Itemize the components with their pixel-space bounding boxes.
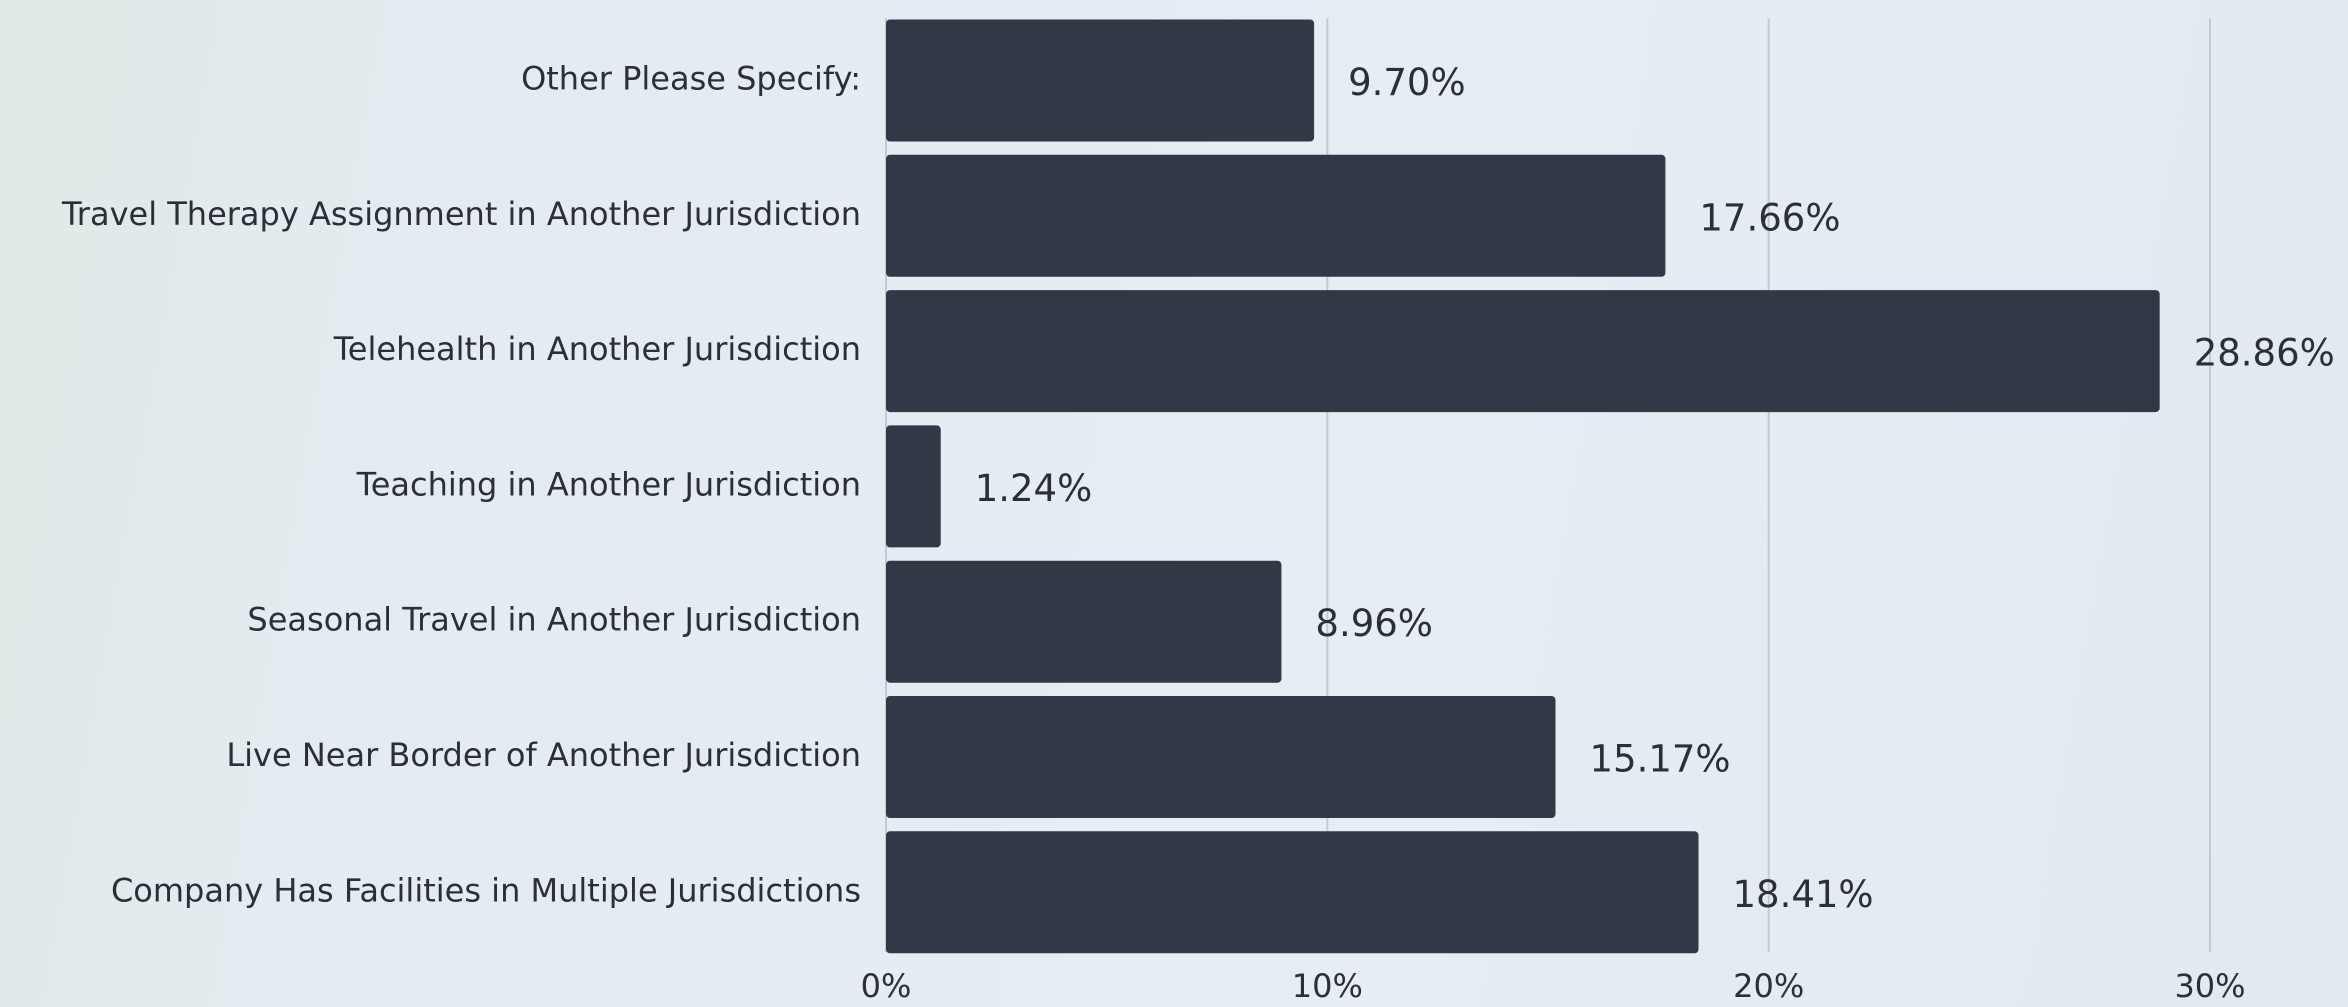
value-label: 17.66% [1699,196,1840,239]
bar [886,560,1282,683]
bar [886,425,941,548]
y-tick-label: Teaching in Another Jurisdiction [356,465,861,503]
y-tick-label: Telehealth in Another Jurisdiction [333,330,861,368]
y-tick-label: Seasonal Travel in Another Jurisdiction [247,601,861,639]
bar [886,290,2160,413]
y-tick-label: Live Near Border of Another Jurisdiction [226,736,861,774]
value-label: 1.24% [975,467,1093,510]
y-tick-label: Other Please Specify: [521,60,861,98]
x-tick-label: 0% [861,967,912,1005]
x-tick-label: 10% [1292,967,1363,1005]
value-label: 15.17% [1590,738,1731,781]
x-tick-label: 30% [2174,967,2245,1005]
bar [886,696,1556,818]
value-label: 18.41% [1732,873,1873,916]
bar [886,831,1699,954]
bar [886,154,1666,277]
y-tick-label: Travel Therapy Assignment in Another Jur… [61,195,861,233]
bar [886,19,1315,142]
y-tick-label: Company Has Facilities in Multiple Juris… [111,871,861,909]
value-label: 28.86% [2194,332,2335,375]
value-label: 8.96% [1315,602,1433,645]
x-tick-label: 20% [1733,967,1804,1005]
value-label: 9.70% [1348,61,1466,104]
